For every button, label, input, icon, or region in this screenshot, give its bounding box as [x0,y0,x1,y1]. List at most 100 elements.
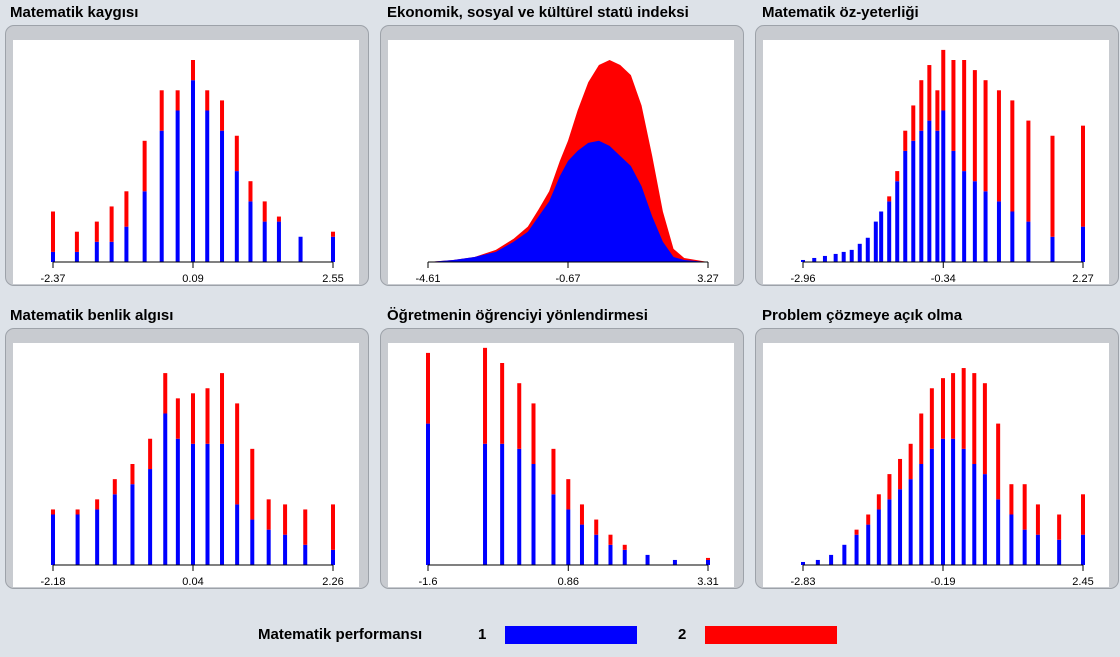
bar-series-1 [865,237,870,262]
x-tick-label: 2.27 [1072,273,1093,284]
bar-series-2 [235,403,240,505]
bar-series-1 [972,181,977,262]
x-tick-label: 0.04 [182,576,203,587]
bar-series-1 [822,255,827,262]
bar-series-2 [51,509,55,515]
bar-series-2 [531,403,536,464]
bar-series-1 [951,150,956,262]
x-tick-label: -2.37 [40,273,65,284]
bar-series-1 [919,464,924,565]
bar-series-2 [220,373,225,444]
bar-series-1 [594,534,599,565]
bar-series-2 [908,443,913,480]
bar-series-1 [996,499,1001,565]
bar-series-1 [898,489,903,565]
bar-series-1 [248,201,253,262]
chart-svg-2: -4.61 -0.67 3.27 [415,60,719,284]
bar-series-2 [951,60,956,151]
bar-series-1 [124,226,129,262]
bar-series-1 [220,443,225,565]
bar-series-1 [982,474,987,565]
bar-series-2 [142,140,147,192]
bar-series-2 [895,171,900,182]
bar-series-1 [148,469,153,565]
bar-series-1 [205,443,210,565]
bar-series-1 [849,249,854,262]
chart-plot-6: -2.83 -0.19 2.45 [763,343,1109,587]
bar-series-1 [74,251,79,262]
bar-series-1 [608,544,613,565]
bar-series-1 [935,130,940,262]
bar-series-2 [159,90,164,131]
bar-series-1 [175,438,180,565]
bar-series-1 [276,221,281,262]
bar-series-1 [331,236,335,262]
bar-series-1 [331,549,335,565]
bar-series-1 [175,110,180,262]
legend-swatch-1 [505,626,637,644]
bar-series-2 [1050,135,1055,237]
x-tick-label: 3.31 [697,576,718,587]
bar-series-2 [903,130,908,151]
chart-title-2: Ekonomik, sosyal ve kültürel statü indek… [387,4,689,21]
bar-series-1 [235,504,240,565]
bar-series-2 [911,105,916,141]
chart-svg-5: -1.6 0.86 3.31 [419,347,719,587]
x-tick-label: -2.83 [790,576,815,587]
bar-series-1 [887,201,892,262]
chart-svg-3: -2.96 -0.34 2.27 [790,49,1094,284]
x-tick-label: 3.27 [697,273,718,284]
chart-svg-6: -2.83 -0.19 2.45 [790,368,1094,587]
bar-series-1 [262,221,267,262]
bar-series-1 [163,413,168,565]
chart-plot-3: -2.96 -0.34 2.27 [763,40,1109,284]
bar-series-1 [972,464,977,565]
x-tick-label: -2.96 [790,273,815,284]
x-tick-label: 0.09 [182,273,203,284]
bar-series-2 [500,363,505,444]
bar-series-2 [426,352,430,424]
bar-series-1 [842,544,847,565]
bar-series-2 [517,383,522,449]
x-tick-label: -1.6 [419,576,438,587]
bar-series-1 [130,484,135,565]
bar-series-1 [1009,514,1014,565]
bar-series-1 [500,443,505,565]
bar-series-1 [51,251,55,262]
bar-series-1 [941,110,946,262]
bar-series-2 [283,504,288,535]
bar-series-2 [1057,514,1062,540]
bar-series-2 [1010,100,1015,212]
bar-series-2 [262,201,267,222]
bar-series-2 [1009,484,1014,515]
bar-series-2 [248,181,253,202]
x-tick-label: 2.26 [322,576,343,587]
bar-series-1 [266,529,271,565]
bar-series-2 [331,231,335,237]
bar-series-1 [483,443,488,565]
bar-series-2 [941,49,946,111]
bar-series-1 [829,554,834,565]
bar-series-2 [962,60,967,172]
bar-series-1 [873,221,878,262]
bar-series-2 [74,231,79,252]
bar-series-2 [112,479,117,495]
bar-series-1 [854,534,859,565]
chart-plot-5: -1.6 0.86 3.31 [388,343,734,587]
bar-series-2 [579,504,584,525]
bar-series-1 [1081,534,1085,565]
bar-series-1 [551,494,556,565]
bar-series-1 [1026,221,1031,262]
bar-series-2 [175,398,180,439]
bar-series-1 [622,549,627,565]
x-tick-label: -0.19 [930,576,955,587]
bar-series-2 [941,378,945,439]
bar-series-2 [972,70,977,182]
bar-series-1 [919,130,924,262]
bar-series-1 [159,130,164,262]
bar-series-1 [876,509,881,565]
bar-series-2 [608,534,613,545]
bar-series-2 [706,557,710,560]
x-tick-label: 2.55 [322,273,343,284]
bar-series-2 [1081,125,1085,227]
